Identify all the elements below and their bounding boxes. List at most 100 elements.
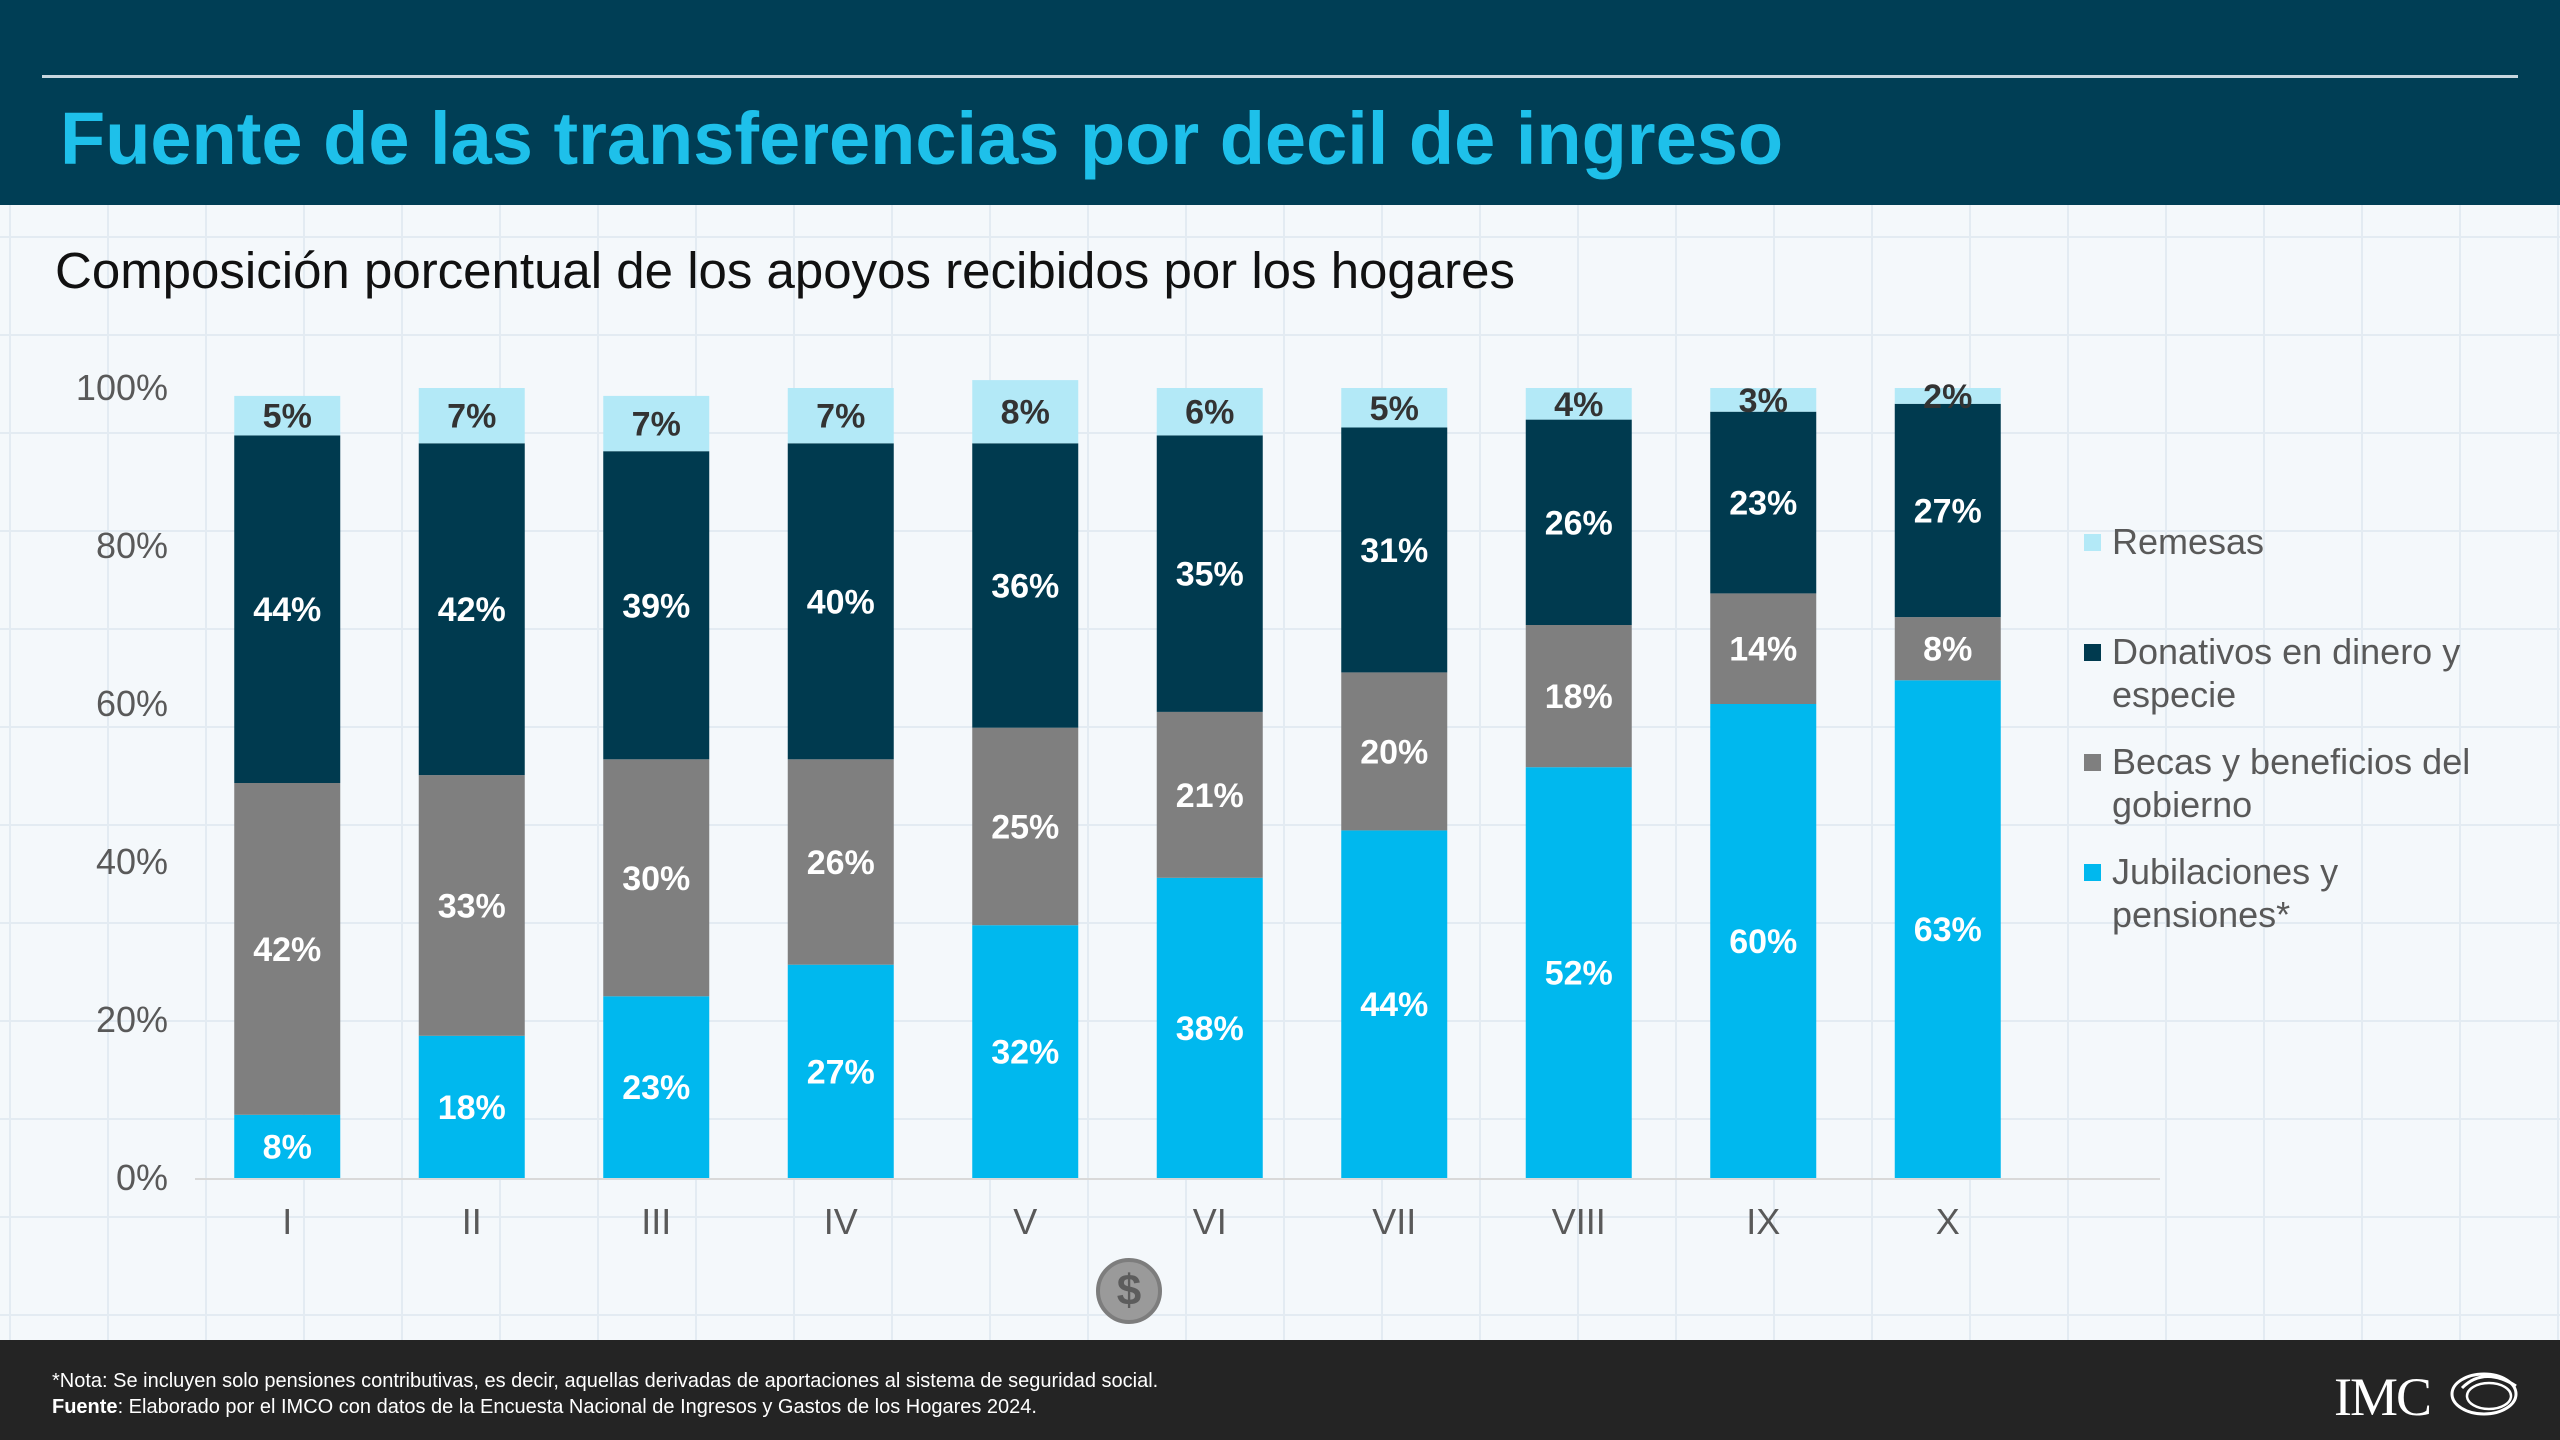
data-label: 33% (438, 887, 506, 925)
x-tick-label: IX (1746, 1201, 1780, 1242)
data-label: 6% (1185, 394, 1234, 432)
dollar-coin-icon: $ (1096, 1258, 1162, 1324)
data-label: 3% (1739, 382, 1788, 420)
data-label: 44% (253, 591, 321, 629)
bar-segment (1710, 388, 1817, 412)
bar-segment (1341, 672, 1448, 831)
header-divider (42, 75, 2518, 78)
data-label: 40% (807, 583, 875, 621)
legend-swatch (2084, 534, 2101, 551)
x-tick-label: II (462, 1201, 482, 1242)
bar-segment (1156, 877, 1263, 1178)
data-label: 27% (807, 1053, 875, 1091)
data-label: 63% (1914, 911, 1982, 949)
data-label: 2% (1923, 378, 1972, 416)
legend-label: Jubilaciones y pensiones* (2112, 851, 2339, 935)
data-label: 5% (263, 398, 312, 436)
legend-swatch (2084, 754, 2101, 771)
bar-segment (787, 964, 894, 1178)
x-tick-label: X (1936, 1201, 1960, 1242)
data-label: 32% (991, 1034, 1059, 1072)
x-tick-label: V (1013, 1201, 1037, 1242)
x-tick-label: I (282, 1201, 292, 1242)
data-label: 52% (1545, 955, 1613, 993)
bar-segment (1894, 403, 2001, 618)
legend-item: Remesas (2082, 520, 2512, 630)
bar-segment (1341, 427, 1448, 673)
bar-segment (603, 996, 710, 1178)
x-tick-label: VI (1193, 1201, 1227, 1242)
bar-segment (234, 395, 341, 436)
data-label: 42% (253, 931, 321, 969)
data-label: 26% (1545, 504, 1613, 542)
data-label: 30% (622, 860, 690, 898)
bar-segment (603, 759, 710, 997)
legend-item: Becas y beneficios del gobierno (2082, 740, 2512, 850)
y-tick-label: 20% (96, 999, 168, 1040)
bar-segment (418, 1035, 525, 1178)
footer-bar: *Nota: Se incluyen solo pensiones contri… (0, 1340, 2560, 1440)
data-label: 60% (1729, 923, 1797, 961)
data-label: 7% (816, 398, 865, 436)
header-bar: Fuente de las transferencias por decil d… (0, 0, 2560, 205)
bar-segment (1156, 711, 1263, 878)
bar-segment (1525, 388, 1632, 420)
x-tick-label: VIII (1552, 1201, 1606, 1242)
logo-swirl-icon (2450, 1372, 2518, 1416)
bar-segment (1710, 593, 1817, 704)
y-tick-label: 0% (116, 1157, 168, 1198)
data-label: 14% (1729, 631, 1797, 669)
bar-segment (1710, 411, 1817, 594)
footer-note: *Nota: Se incluyen solo pensiones contri… (52, 1368, 1158, 1420)
legend-item: Donativos en dinero y especie (2082, 630, 2512, 740)
bar-segment (787, 443, 894, 760)
y-tick-label: 40% (96, 841, 168, 882)
bar-segment (603, 395, 710, 452)
bar-segment (418, 775, 525, 1036)
y-tick-label: 100% (76, 367, 168, 408)
x-tick-label: III (641, 1201, 671, 1242)
bar-segment (787, 759, 894, 965)
bar-segment (1894, 388, 2001, 404)
bar-segment (972, 727, 1079, 926)
data-label: 7% (632, 406, 681, 444)
source-text: : Elaborado por el IMCO con datos de la … (117, 1396, 1037, 1418)
legend-label: Becas y beneficios del gobierno (2112, 741, 2471, 825)
bar-segment (1525, 767, 1632, 1178)
data-label: 20% (1360, 733, 1428, 771)
data-label: 5% (1370, 390, 1419, 428)
data-label: 8% (263, 1128, 312, 1166)
bar-segment (234, 783, 341, 1115)
data-label: 8% (1001, 394, 1050, 432)
data-label: 23% (1729, 485, 1797, 523)
legend-item: Jubilaciones y pensiones* (2082, 850, 2512, 960)
data-label: 42% (438, 591, 506, 629)
chart-subtitle: Composición porcentual de los apoyos rec… (55, 242, 1515, 299)
data-label: 18% (1545, 678, 1613, 716)
bar-segment (1894, 680, 2001, 1178)
bar-segment (972, 380, 1079, 444)
page-title: Fuente de las transferencias por decil d… (60, 97, 1784, 180)
bar-segment (1341, 388, 1448, 428)
chart-legend: Remesas Donativos en dinero y especie Beca… (2082, 520, 2512, 960)
imco-logo: IMC (2334, 1358, 2524, 1427)
bar-segment (1341, 830, 1448, 1178)
bar-segment (1525, 625, 1632, 768)
bar-segment (1156, 388, 1263, 436)
data-label: 38% (1176, 1010, 1244, 1048)
legend-label: Remesas (2112, 521, 2265, 562)
data-label: 4% (1554, 386, 1603, 424)
bar-segment (234, 435, 341, 783)
x-tick-label: IV (824, 1201, 858, 1242)
bar-segment (603, 451, 710, 760)
logo-text: IMC (2334, 1367, 2432, 1427)
data-label: 7% (447, 398, 496, 436)
data-label: 21% (1176, 777, 1244, 815)
data-label: 36% (991, 568, 1059, 606)
bar-segment (234, 1114, 341, 1178)
data-label: 44% (1360, 986, 1428, 1024)
bar-segment (787, 388, 894, 444)
bar-segment (972, 925, 1079, 1178)
x-tick-label: VII (1372, 1201, 1416, 1242)
data-label: 35% (1176, 556, 1244, 594)
